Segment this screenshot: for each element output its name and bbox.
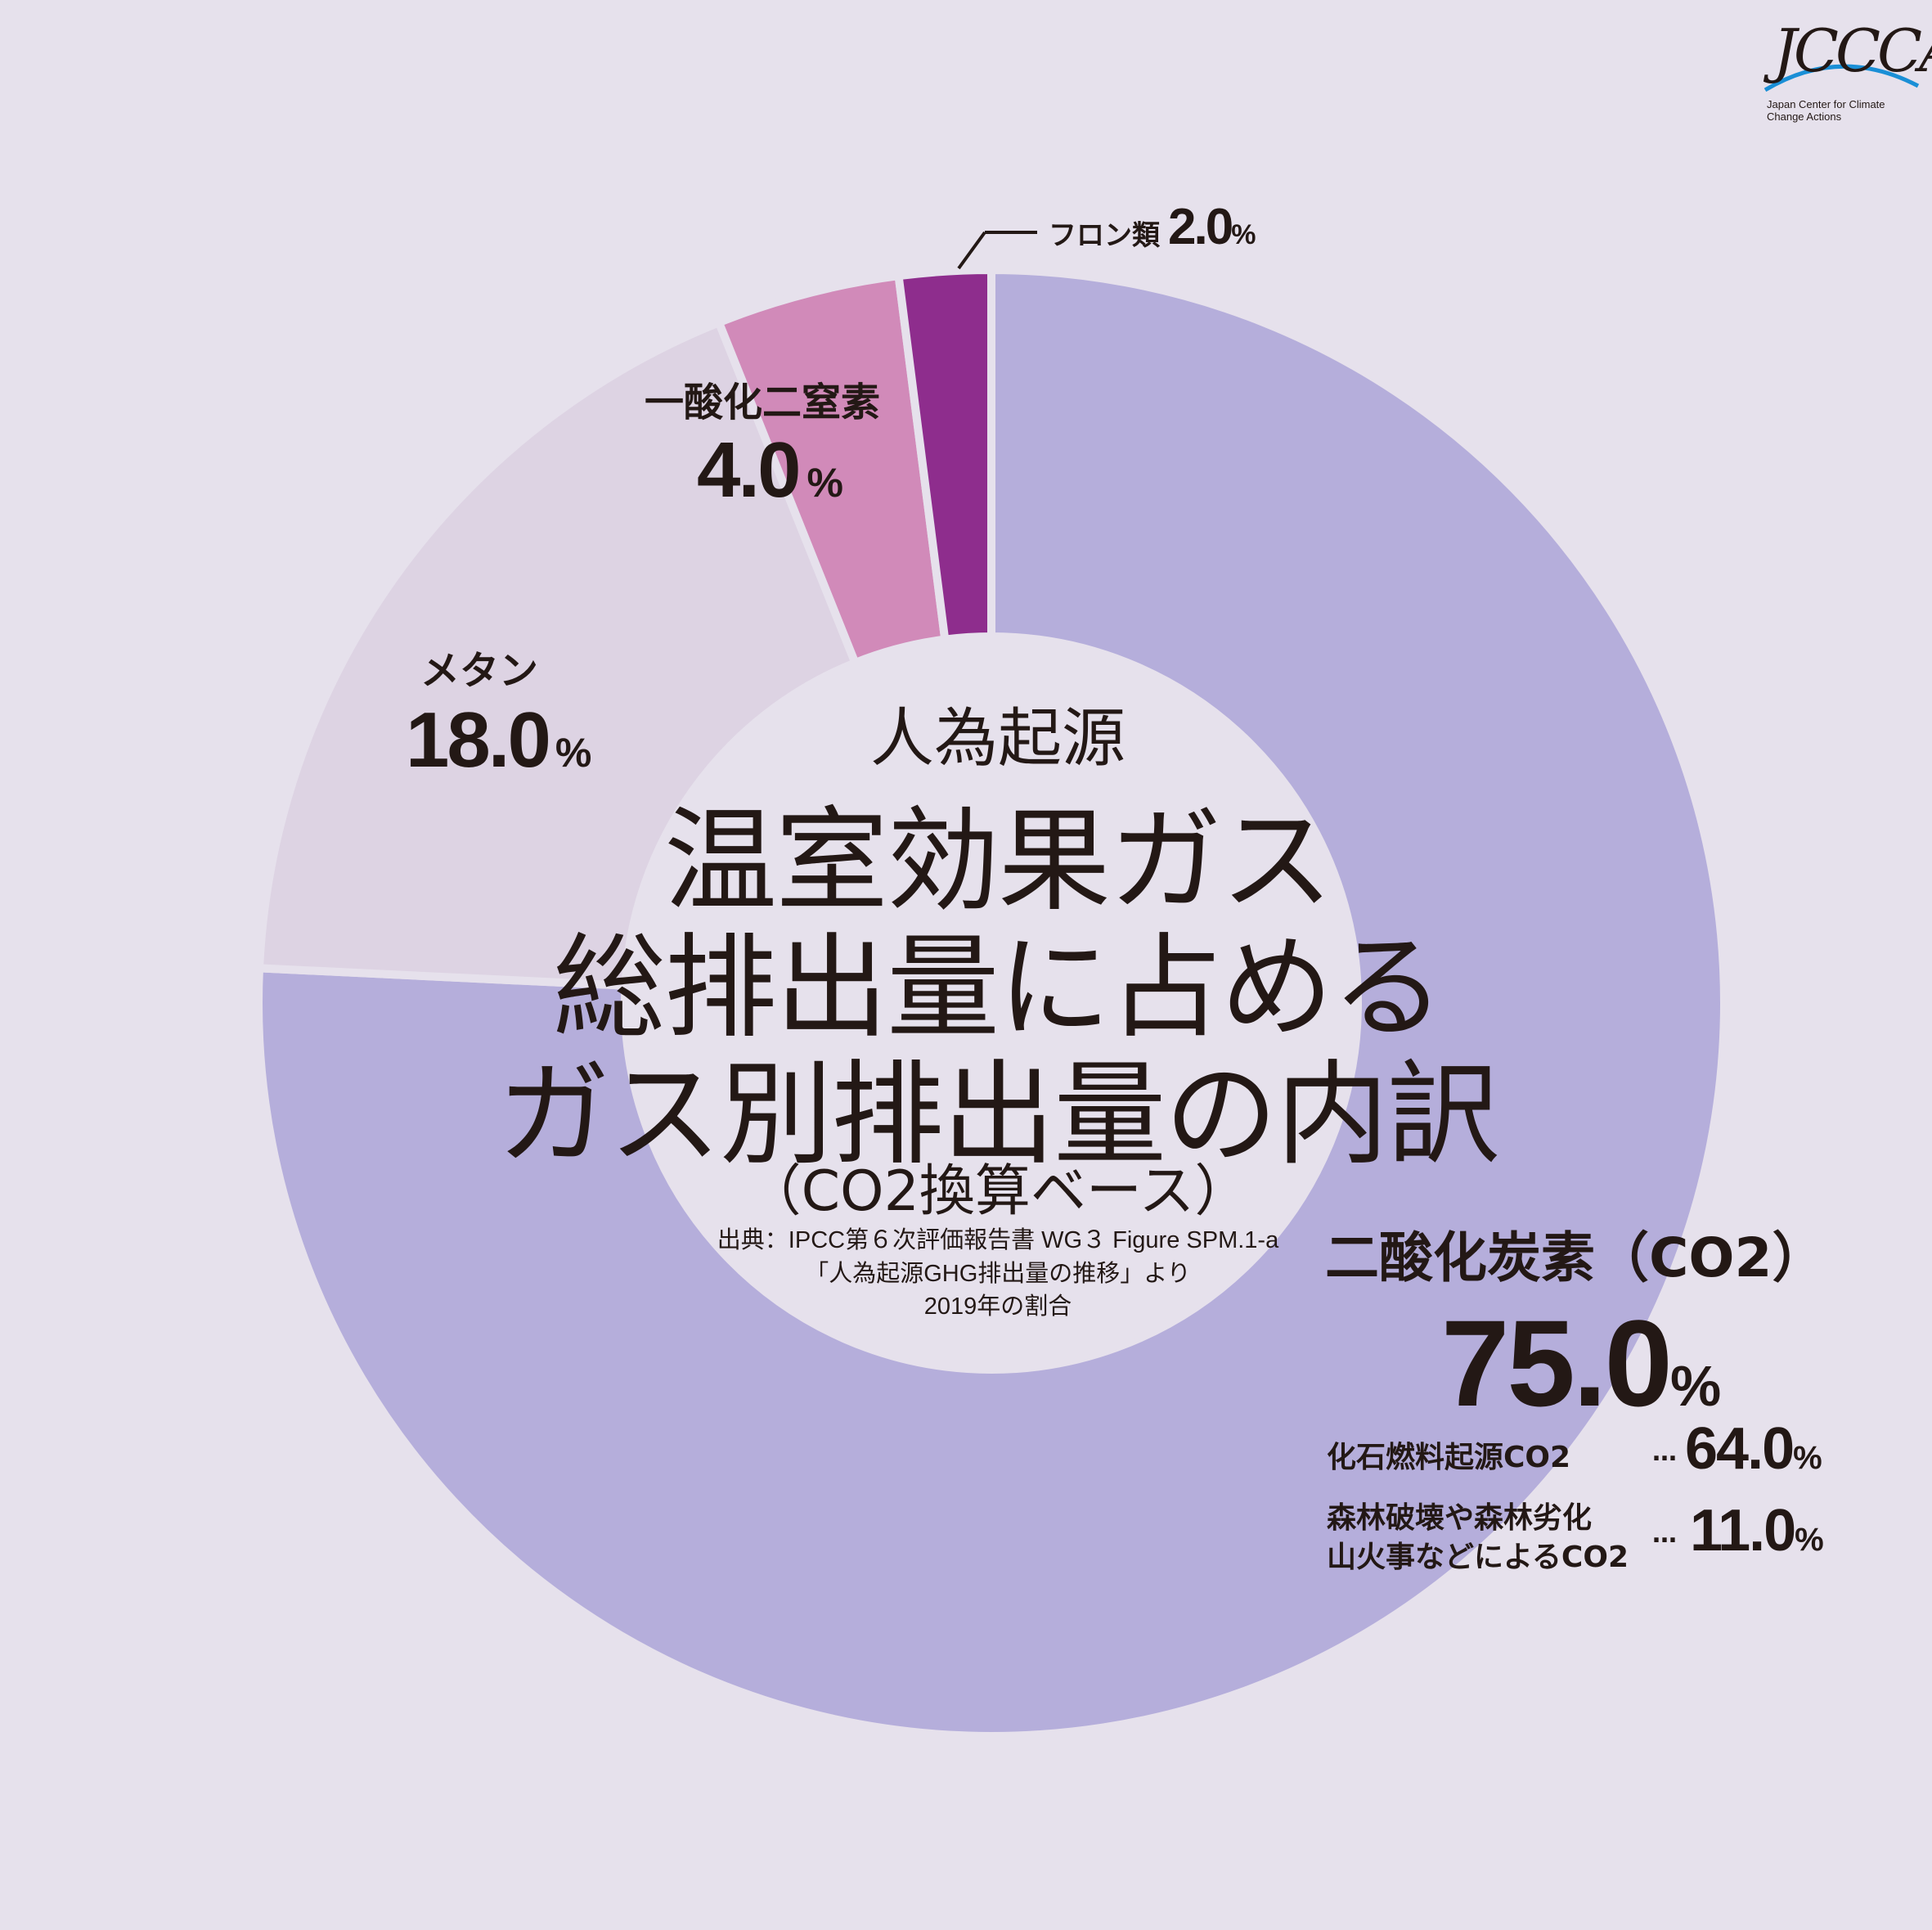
- co2-label: 二酸化炭素（CO2）: [1325, 1226, 1826, 1289]
- forest-co2-value: 11.0%: [1690, 1497, 1824, 1564]
- methane-label: メタン: [420, 648, 539, 694]
- slice-freon: [893, 265, 995, 645]
- n2o-label: 一酸化二窒素: [645, 380, 881, 425]
- freon-leader-line: [957, 231, 986, 270]
- methane-value: 18.0%: [406, 695, 591, 785]
- co2-percent: %: [1669, 1354, 1722, 1418]
- freon-value: 2.0%: [1168, 198, 1256, 256]
- freon-value-number: 2.0: [1168, 199, 1233, 255]
- source-line-2: 「人為起源GHG排出量の推移」より: [805, 1261, 1191, 1287]
- fossil-co2-value-number: 64.0: [1685, 1416, 1795, 1482]
- source-line-1: 出典：IPCC第６次評価報告書 WG３ Figure SPM.1-a: [717, 1227, 1279, 1253]
- slice-co2: [254, 265, 1728, 1740]
- fossil-co2-label: 化石燃料起源CO2: [1327, 1441, 1571, 1474]
- n2o-value-number: 4.0: [697, 426, 801, 514]
- title-line-4: ガス別排出量の内訳: [496, 1049, 1500, 1181]
- freon-label: フロン類: [1049, 219, 1160, 252]
- freon-percent: %: [1231, 219, 1256, 250]
- n2o-percent: %: [806, 460, 843, 506]
- title-line-3: 総排出量に占める: [552, 922, 1445, 1054]
- logo-arc-icon: [1764, 64, 1920, 92]
- methane-value-number: 18.0: [406, 696, 551, 784]
- donut-hole: [627, 638, 1356, 1368]
- logo-text: JCCCA: [1773, 16, 1932, 85]
- slice-methane: [254, 317, 860, 990]
- forest-co2-label-line-1: 森林破壊や森林劣化: [1327, 1501, 1593, 1535]
- jccca-logo: JCCCA Japan Center for Climate Change Ac…: [1759, 16, 1932, 123]
- forest-co2-percent: %: [1795, 1522, 1824, 1558]
- source-line-3: 2019年の割合: [923, 1293, 1072, 1320]
- title-line-1: 人為起源: [869, 702, 1126, 776]
- methane-percent: %: [555, 730, 592, 776]
- forest-co2-label-line-2: 山火事などによるCO2: [1327, 1541, 1629, 1574]
- forest-co2-value-number: 11.0: [1690, 1498, 1796, 1563]
- fossil-co2-percent: %: [1793, 1440, 1822, 1476]
- title-line-2: 温室効果ガス: [663, 795, 1333, 927]
- logo-subtitle: Japan Center for Climate Change Actions: [1767, 98, 1885, 123]
- title-basis: （CO2換算ベース）: [745, 1159, 1251, 1224]
- co2-value-number: 75.0: [1441, 1294, 1673, 1432]
- fossil-co2-dots: …: [1652, 1438, 1677, 1467]
- forest-co2-dots: …: [1652, 1520, 1677, 1549]
- fossil-co2-value: 64.0%: [1685, 1415, 1822, 1482]
- n2o-value: 4.0%: [697, 425, 843, 515]
- co2-value: 75.0%: [1441, 1293, 1721, 1434]
